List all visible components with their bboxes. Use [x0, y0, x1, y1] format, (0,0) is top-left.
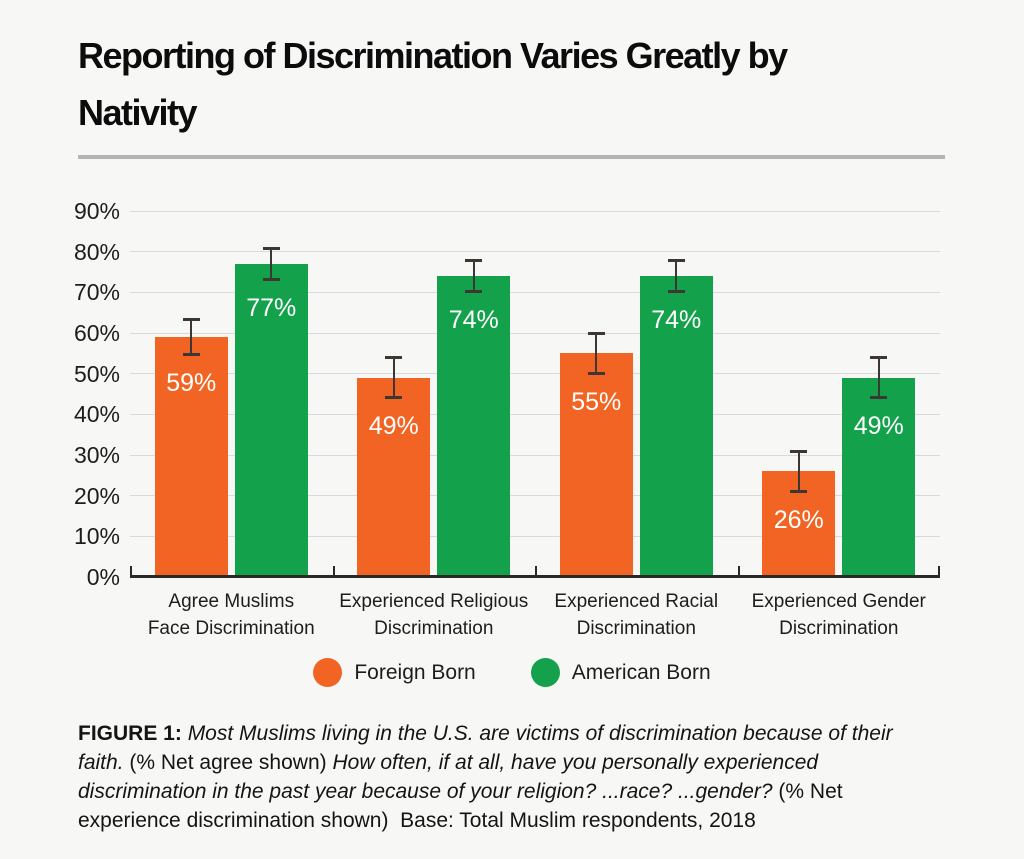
figure-caption: FIGURE 1: Most Muslims living in the U.S… — [78, 719, 940, 835]
gridline-30 — [130, 454, 940, 456]
y-tick-label-70: 70% — [73, 279, 120, 306]
gridline-20 — [130, 495, 940, 497]
error-bar-cap-top-0-1 — [385, 356, 403, 360]
caption-question: How often, if at all, have you personall… — [78, 751, 824, 803]
foreign-born-swatch — [313, 658, 343, 687]
error-bar-1-1 — [472, 259, 475, 293]
caption-finding: Most Muslims living in the U.S. are vict… — [78, 722, 899, 774]
error-bar-cap-bottom-0-0 — [182, 353, 200, 357]
bar-foreign-born-0 — [154, 337, 228, 577]
category-label-3-line-0: Experienced Gender — [751, 591, 926, 612]
x-axis-tick-2 — [535, 566, 537, 576]
bar-american-born-2 — [639, 276, 713, 577]
y-tick-label-30: 30% — [73, 442, 120, 468]
category-label-0: Agree Muslims Face Discrimination — [111, 588, 351, 642]
error-bar-cap-top-0-2 — [587, 332, 605, 335]
y-tick-label-40: 40% — [73, 401, 120, 428]
x-axis-line — [130, 575, 940, 578]
error-bar-0-3 — [797, 450, 800, 492]
value-label-0-3: 26% — [773, 505, 824, 534]
error-bar-cap-bottom-1-0 — [262, 278, 280, 282]
error-bar-1-2 — [675, 259, 678, 293]
y-tick-label-50: 50% — [73, 360, 120, 387]
category-label-3: Experienced Gender Discrimination — [719, 588, 959, 642]
error-bar-cap-bottom-0-2 — [587, 371, 605, 375]
category-label-1: Experienced Religious Discrimination — [314, 588, 554, 642]
gridline-50 — [130, 373, 940, 375]
value-label-1-1: 74% — [448, 306, 499, 335]
gridline-70 — [130, 291, 940, 293]
american-born-swatch — [530, 658, 560, 687]
value-label-0-2: 55% — [571, 387, 622, 416]
value-label-0-1: 49% — [368, 412, 419, 441]
bar-american-born-3 — [842, 377, 916, 577]
gridline-40 — [130, 413, 940, 415]
legend-item-american-born: American Born — [530, 658, 711, 687]
bar-american-born-0 — [234, 263, 308, 577]
y-tick-label-80: 80% — [73, 238, 120, 265]
bar-foreign-born-1 — [357, 377, 431, 577]
y-tick-label-90: 90% — [73, 198, 120, 224]
category-label-0-line-0: Agree Muslims — [168, 591, 295, 612]
error-bar-0-0 — [190, 318, 193, 356]
gridline-10 — [130, 535, 940, 537]
value-label-1-3: 49% — [853, 412, 904, 441]
error-bar-cap-bottom-0-3 — [790, 489, 808, 493]
category-label-2-line-0: Experienced Racial — [554, 591, 719, 612]
error-bar-0-2 — [595, 333, 598, 374]
chart-legend: Foreign Born American Born — [0, 658, 1024, 687]
chart-title: Reporting of Discrimination Varies Great… — [78, 27, 978, 141]
bar-chart: 0% 10% 20% 30% 40% 50% 60% 70% 80% 90% 59% 49% 55% 26… — [74, 196, 944, 656]
category-label-3-line-1: Discrimination — [779, 618, 899, 639]
y-tick-label-20: 20% — [73, 482, 120, 509]
category-label-2-line-1: Discrimination — [576, 618, 696, 639]
y-tick-label-60: 60% — [73, 320, 120, 346]
y-tick-label-0: 0% — [86, 564, 120, 590]
gridline-80 — [130, 251, 940, 253]
error-bar-0-1 — [392, 357, 395, 399]
caption-figure-number: FIGURE 1: — [78, 722, 188, 745]
category-label-2: Experienced Racial Discrimination — [516, 588, 756, 642]
error-bar-cap-top-1-0 — [262, 246, 280, 250]
error-bar-cap-top-1-3 — [870, 356, 888, 360]
gridline-60 — [130, 332, 940, 334]
error-bar-1-3 — [877, 357, 880, 399]
value-label-1-0: 77% — [246, 294, 297, 323]
error-bar-cap-top-1-1 — [465, 258, 483, 262]
y-tick-label-10: 10% — [73, 523, 120, 550]
bar-american-born-1 — [437, 276, 511, 577]
category-label-0-line-1: Face Discrimination — [147, 618, 315, 639]
value-label-1-2: 74% — [651, 306, 702, 335]
error-bar-cap-bottom-1-2 — [667, 290, 685, 294]
caption-note-1: (% Net agree shown) — [129, 751, 333, 774]
x-axis-tick-0 — [130, 566, 132, 576]
chart-title-line-2: Nativity — [78, 92, 198, 133]
x-axis-tick-3 — [737, 566, 740, 576]
error-bar-1-0 — [270, 247, 273, 281]
category-label-1-line-0: Experienced Religious — [339, 591, 529, 612]
error-bar-cap-top-0-3 — [790, 449, 808, 453]
caption-note-2: (% Net experience discrimination shown) … — [78, 780, 849, 832]
error-bar-cap-top-0-0 — [182, 317, 200, 321]
title-divider — [78, 155, 945, 159]
value-label-0-0: 59% — [166, 369, 217, 398]
gridline-90 — [130, 210, 940, 212]
error-bar-cap-bottom-1-3 — [870, 396, 888, 400]
x-axis-tick-1 — [332, 566, 335, 576]
x-axis-tick-4 — [938, 566, 940, 576]
legend-label-foreign-born: Foreign Born — [354, 660, 476, 684]
chart-title-line-1: Reporting of Discrimination Varies Great… — [78, 35, 788, 76]
legend-item-foreign-born: Foreign Born — [313, 658, 476, 687]
error-bar-cap-bottom-0-1 — [385, 396, 403, 400]
legend-label-american-born: American Born — [571, 660, 711, 684]
error-bar-cap-top-1-2 — [667, 258, 685, 262]
error-bar-cap-bottom-1-1 — [465, 290, 483, 294]
bar-foreign-born-2 — [559, 353, 633, 577]
category-label-1-line-1: Discrimination — [374, 618, 494, 639]
plot-area: 0% 10% 20% 30% 40% 50% 60% 70% 80% 90% 59% 49% 55% 26… — [74, 198, 940, 639]
